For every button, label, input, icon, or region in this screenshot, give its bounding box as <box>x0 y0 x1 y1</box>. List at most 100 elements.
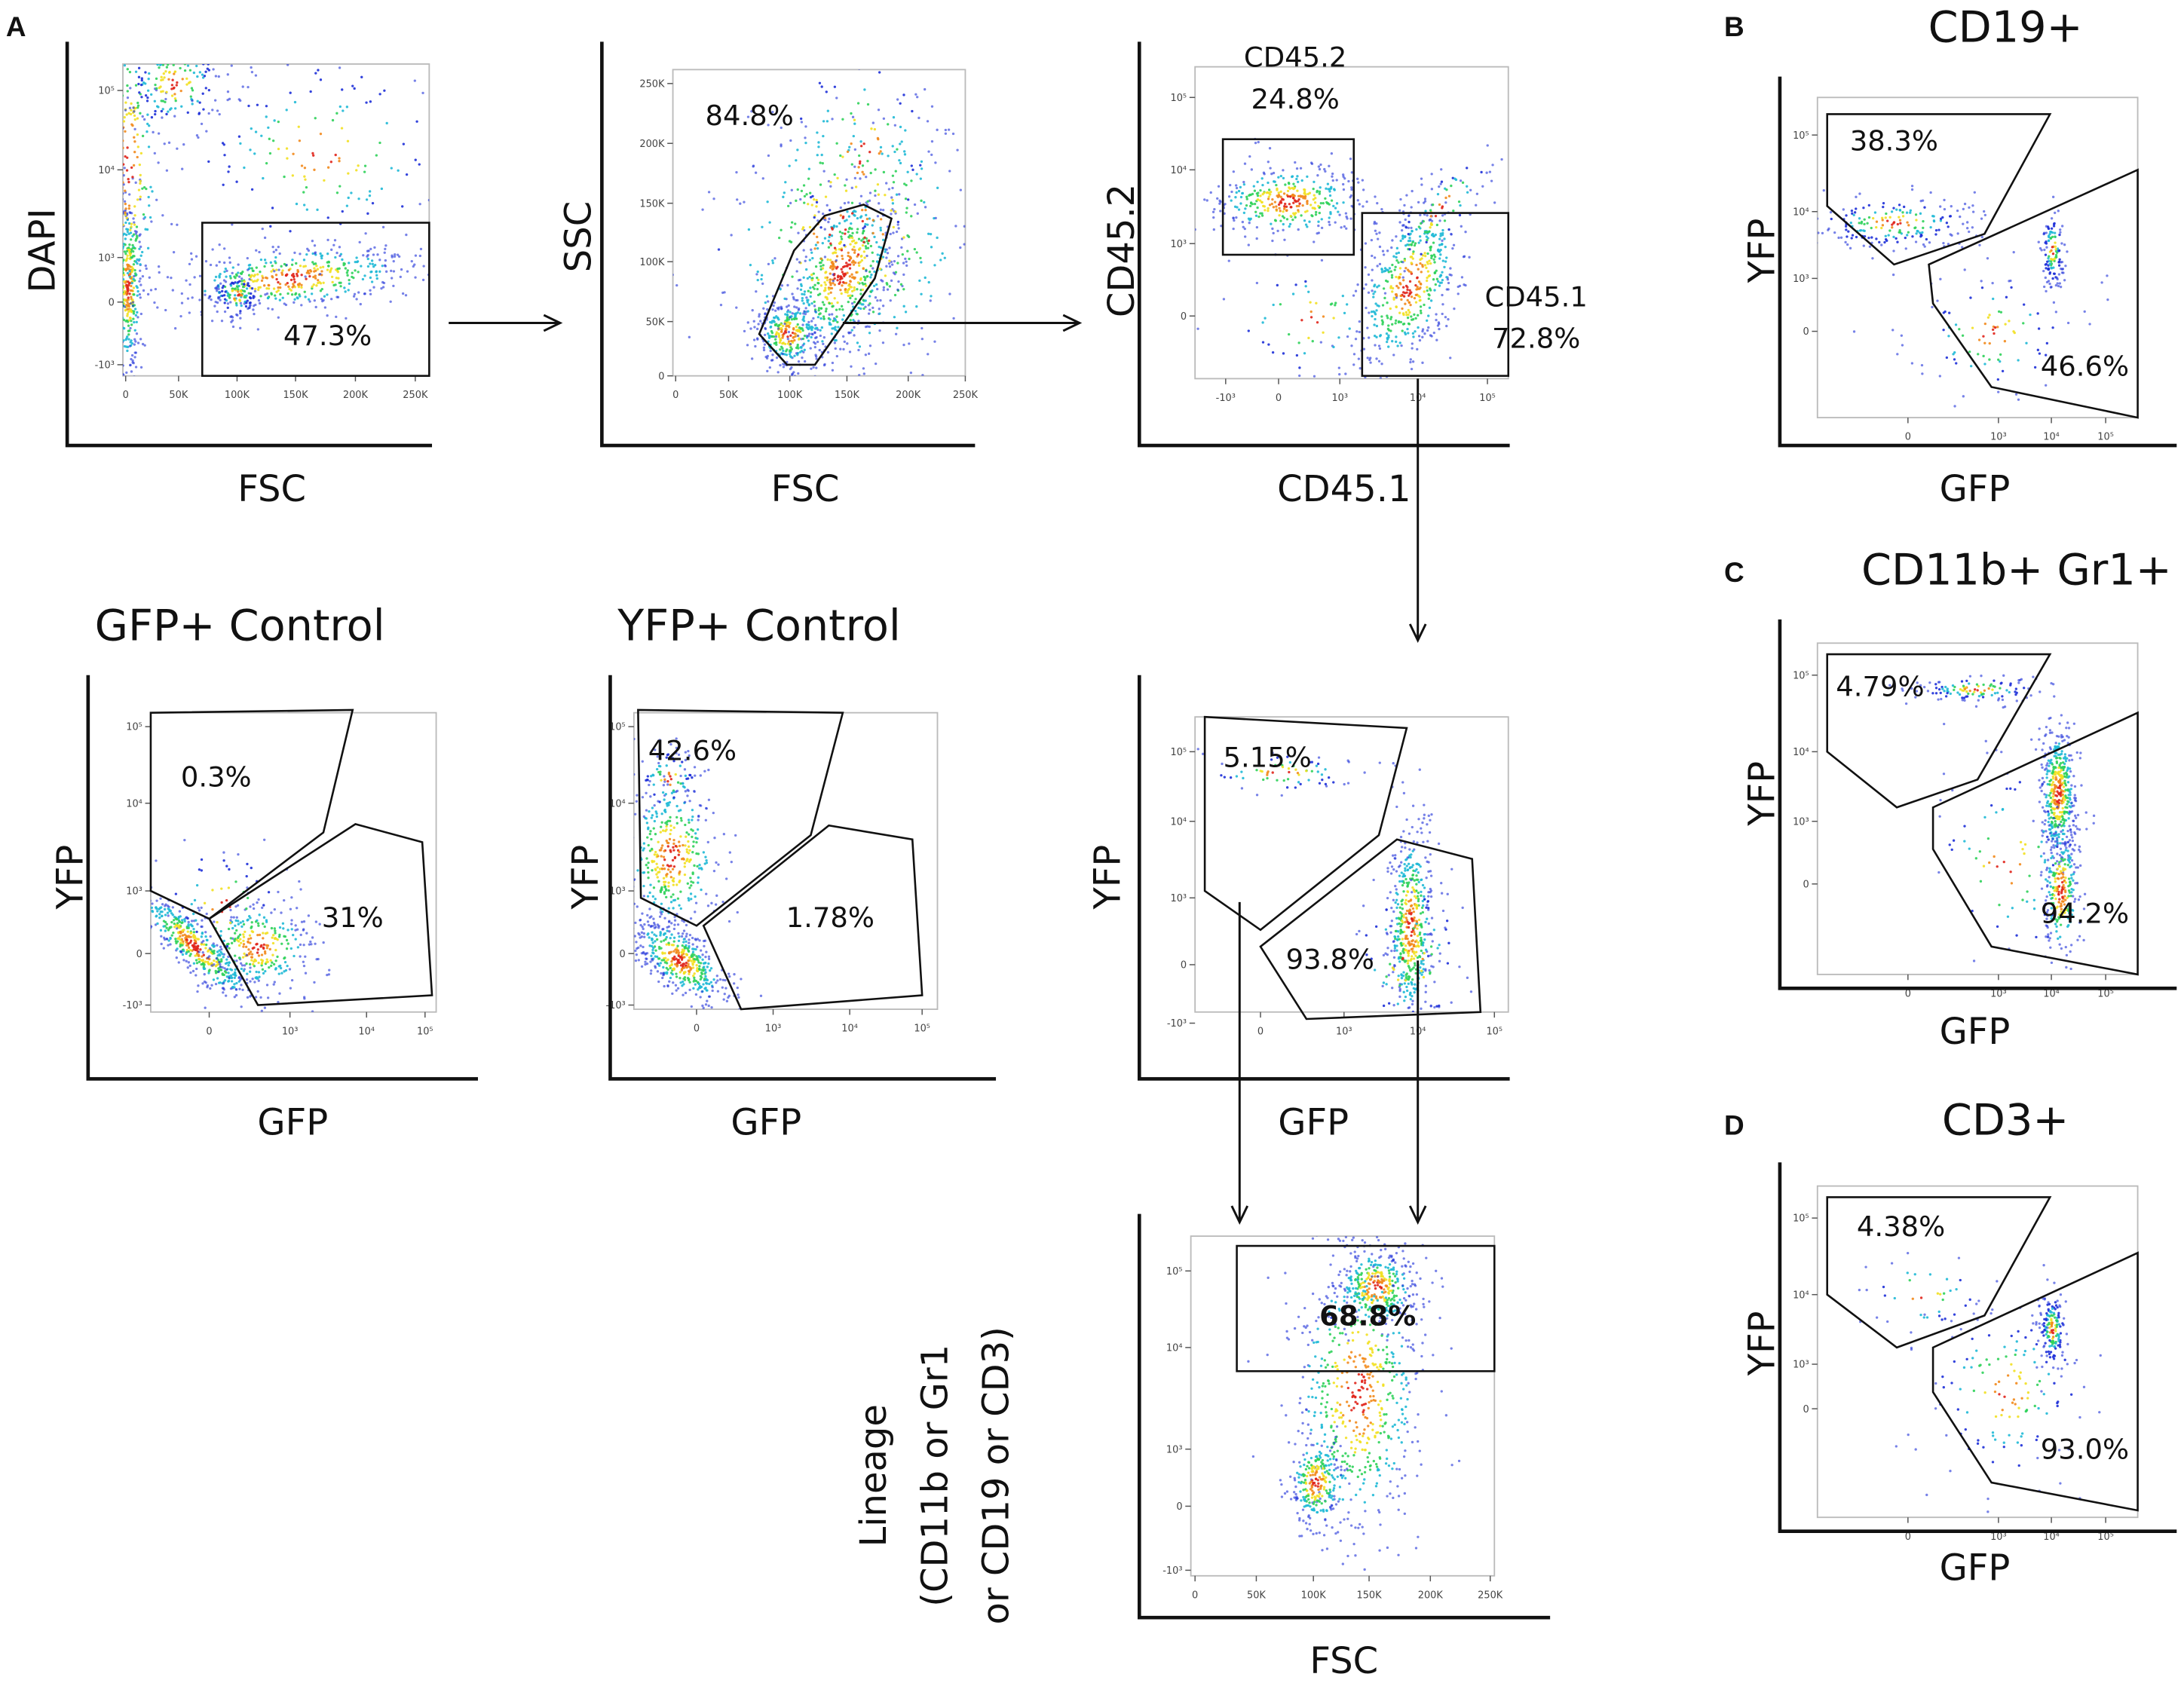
event-dot <box>1368 311 1371 314</box>
event-dot <box>827 292 830 295</box>
event-dot <box>144 29 146 31</box>
event-dot <box>275 268 278 271</box>
event-dot <box>879 150 882 153</box>
event-dot <box>256 901 259 904</box>
event-dot <box>123 250 127 253</box>
y-tick-label: 10⁵ <box>126 722 142 733</box>
event-dot <box>793 375 797 376</box>
event-dot <box>1220 225 1223 228</box>
event-dot <box>755 273 758 276</box>
event-dot <box>208 947 212 950</box>
event-dot <box>1398 341 1401 344</box>
event-dot <box>828 235 831 239</box>
event-dot <box>783 297 786 301</box>
event-dot <box>227 886 231 889</box>
event-dot <box>859 261 862 264</box>
event-dot <box>1441 259 1444 262</box>
event-dot <box>383 264 387 267</box>
event-dot <box>382 281 386 285</box>
event-dot <box>256 103 259 106</box>
event-dot <box>1398 209 1401 212</box>
event-dot <box>897 227 900 230</box>
event-dot <box>1232 227 1235 231</box>
event-dot <box>150 116 154 119</box>
event-dot <box>130 102 133 106</box>
y-tick-label: -10³ <box>123 1000 142 1011</box>
event-dot <box>1438 284 1441 287</box>
event-dot <box>764 326 767 330</box>
event-dot <box>336 295 340 298</box>
event-dot <box>1332 317 1335 320</box>
event-dot <box>809 191 812 194</box>
event-dot <box>291 174 294 177</box>
event-dot <box>810 367 813 370</box>
event-dot <box>256 328 260 331</box>
event-dot <box>1319 163 1322 167</box>
event-dot <box>850 329 853 332</box>
event-dot <box>915 173 918 176</box>
event-dot <box>836 301 839 304</box>
event-dot <box>818 348 821 352</box>
event-dot <box>651 941 654 944</box>
event-dot <box>161 99 165 103</box>
event-dot <box>192 947 195 951</box>
event-dot <box>1436 324 1440 327</box>
event-dot <box>866 275 869 278</box>
event-dot <box>182 959 185 962</box>
event-dot <box>664 938 667 941</box>
event-dot <box>290 919 293 922</box>
event-dot <box>125 113 128 116</box>
event-dot <box>1466 191 1469 194</box>
event-dot <box>1435 223 1439 227</box>
event-dot <box>831 313 834 316</box>
event-dot <box>249 275 253 278</box>
event-dot <box>816 316 820 319</box>
event-dot <box>164 929 167 932</box>
event-dot <box>1279 190 1282 193</box>
event-dot <box>801 299 804 302</box>
event-dot <box>191 969 195 973</box>
event-dot <box>1418 235 1422 238</box>
event-dot <box>240 304 243 308</box>
event-dot <box>1402 295 1406 298</box>
event-dot <box>834 328 837 332</box>
event-dot <box>694 993 698 996</box>
event-dot <box>217 981 221 984</box>
y-tick-label: 250K <box>639 78 665 90</box>
event-dot <box>271 941 275 945</box>
event-dot <box>243 964 247 967</box>
event-dot <box>790 318 794 321</box>
event-dot <box>1342 182 1345 186</box>
event-dot <box>1376 201 1379 205</box>
event-dot <box>271 139 275 142</box>
event-dot <box>262 946 265 949</box>
event-dot <box>98 210 100 213</box>
event-dot <box>819 284 823 287</box>
event-dot <box>303 203 306 207</box>
event-dot <box>887 390 889 393</box>
event-dot <box>1381 320 1384 324</box>
event-dot <box>124 432 126 434</box>
event-dot <box>161 116 164 119</box>
event-dot <box>1415 263 1418 267</box>
event-dot <box>895 230 899 234</box>
x-tick-label: 150K <box>283 390 308 401</box>
event-dot <box>813 247 816 250</box>
event-dot <box>138 247 141 250</box>
y-tick-label: 10⁵ <box>98 86 115 97</box>
event-dot <box>1374 290 1377 293</box>
event-dot <box>127 180 130 184</box>
event-dot <box>858 154 861 158</box>
event-dot <box>245 953 248 956</box>
event-dot <box>1322 315 1325 318</box>
event-dot <box>299 933 302 937</box>
event-dot <box>123 186 124 189</box>
event-dot <box>1441 278 1444 282</box>
event-dot <box>216 289 219 292</box>
event-dot <box>1417 225 1421 228</box>
event-dot <box>142 904 145 907</box>
event-dot <box>885 282 888 285</box>
event-dot <box>1334 207 1337 210</box>
event-dot <box>143 916 145 918</box>
event-dot <box>813 300 816 304</box>
